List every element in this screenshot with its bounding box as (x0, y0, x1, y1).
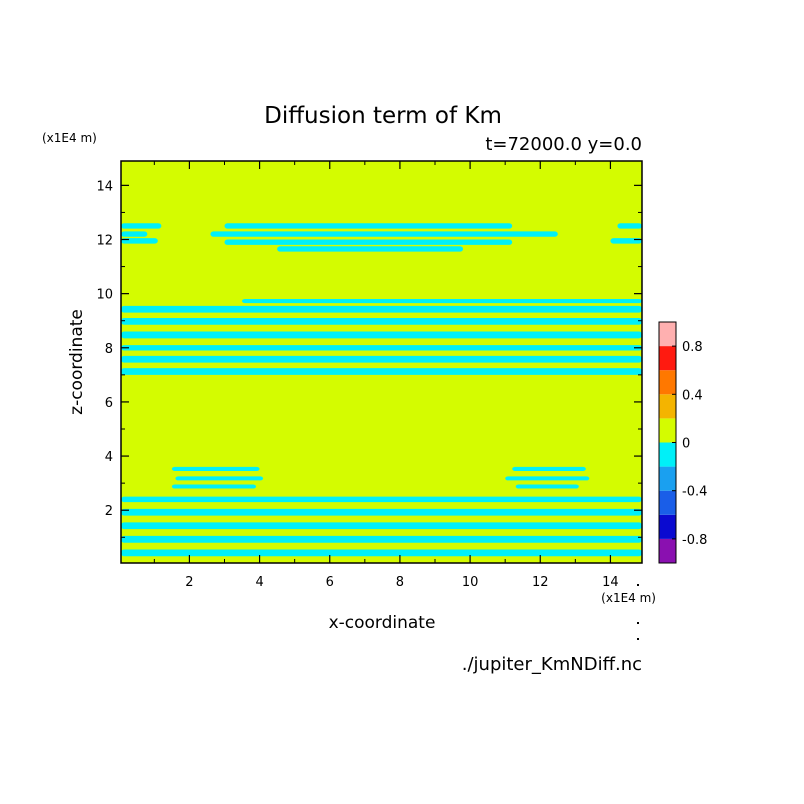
colorbar-tick-label: 0 (682, 437, 690, 452)
heatmap-cell (277, 246, 464, 252)
heatmap-cell (515, 484, 579, 489)
colorbar-swatch (659, 490, 676, 515)
colorbar-swatch (659, 538, 676, 563)
heatmap-cell (242, 299, 642, 304)
y-unit-label: (x1E4 m) (42, 131, 97, 145)
colorbar-swatch (659, 370, 676, 395)
x-tick-label: 14 (602, 575, 619, 590)
y-tick-label: 2 (105, 504, 113, 519)
plot-frame (120, 160, 643, 564)
y-axis-label: z-coordinate (67, 309, 87, 415)
unit-marks (637, 584, 639, 640)
colorbar-tick-label: 0.8 (682, 340, 703, 355)
heatmap-cell (121, 318, 642, 325)
colorbar-tick-label: 0.4 (682, 388, 703, 403)
colorbar-swatch (659, 514, 676, 539)
heatmap-cell (121, 355, 642, 363)
x-tick-label: 8 (396, 575, 404, 590)
x-tick-label: 4 (255, 575, 263, 590)
x-axis-label: x-coordinate (329, 613, 436, 633)
heatmap-cell (121, 331, 642, 339)
heatmap-cell (121, 496, 642, 503)
heatmap-cell (505, 476, 590, 481)
colorbar-tick-label: -0.4 (682, 485, 707, 500)
heatmap-cell (121, 368, 642, 375)
heatmap-cell (175, 476, 264, 481)
heatmap-cell (121, 535, 642, 543)
heatmap-cell (224, 223, 513, 229)
x-unit-label: (x1E4 m) (601, 591, 656, 605)
heatmap-cell (171, 466, 260, 471)
heatmap-cell (121, 508, 642, 516)
colorbar-swatch (659, 418, 676, 443)
unit-mark (637, 638, 639, 640)
plot-area: 2 4 6 8 10 12 14 2 4 6 8 10 12 14 (96, 160, 643, 590)
heatmap-cell (121, 522, 642, 530)
chart-title: Diffusion term of Km (264, 103, 502, 129)
colorbar-swatch (659, 394, 676, 419)
heatmap-cell (617, 223, 642, 229)
colorbar-swatch (659, 442, 676, 467)
x-tick-label: 12 (532, 575, 549, 590)
heatmap-cell (121, 238, 158, 244)
y-tick-label: 4 (105, 450, 113, 465)
unit-mark (637, 622, 639, 624)
x-tick-label: 6 (326, 575, 334, 590)
y-tick-label: 12 (96, 234, 113, 249)
heatmap-cell (224, 239, 513, 245)
colorbar: -0.8 -0.4 0 0.4 0.8 (658, 321, 707, 564)
heatmap-cell (171, 484, 257, 489)
colorbar-swatch (659, 322, 676, 347)
colorbar-swatch (659, 346, 676, 371)
heatmap-cell (512, 466, 586, 471)
unit-mark (637, 584, 639, 586)
source-file-label: ./jupiter_KmNDiff.nc (462, 654, 642, 675)
heatmap-cell (121, 549, 642, 557)
x-tick-label: 10 (462, 575, 479, 590)
y-tick-label: 8 (105, 342, 113, 357)
heatmap-cells (121, 223, 642, 557)
y-tick-label: 6 (105, 396, 113, 411)
chart-subtitle: t=72000.0 y=0.0 (485, 134, 642, 155)
x-tick-label: 2 (185, 575, 193, 590)
heatmap-cell (121, 223, 162, 229)
y-tick-label: 14 (96, 179, 113, 194)
heatmap-cell (121, 305, 642, 313)
heatmap-cell (121, 231, 148, 237)
heatmap-cell (121, 345, 642, 351)
y-tick-label: 10 (96, 288, 113, 303)
colorbar-tick-label: -0.8 (682, 533, 707, 548)
colorbar-swatch (659, 466, 676, 491)
heatmap-cell (210, 231, 558, 237)
